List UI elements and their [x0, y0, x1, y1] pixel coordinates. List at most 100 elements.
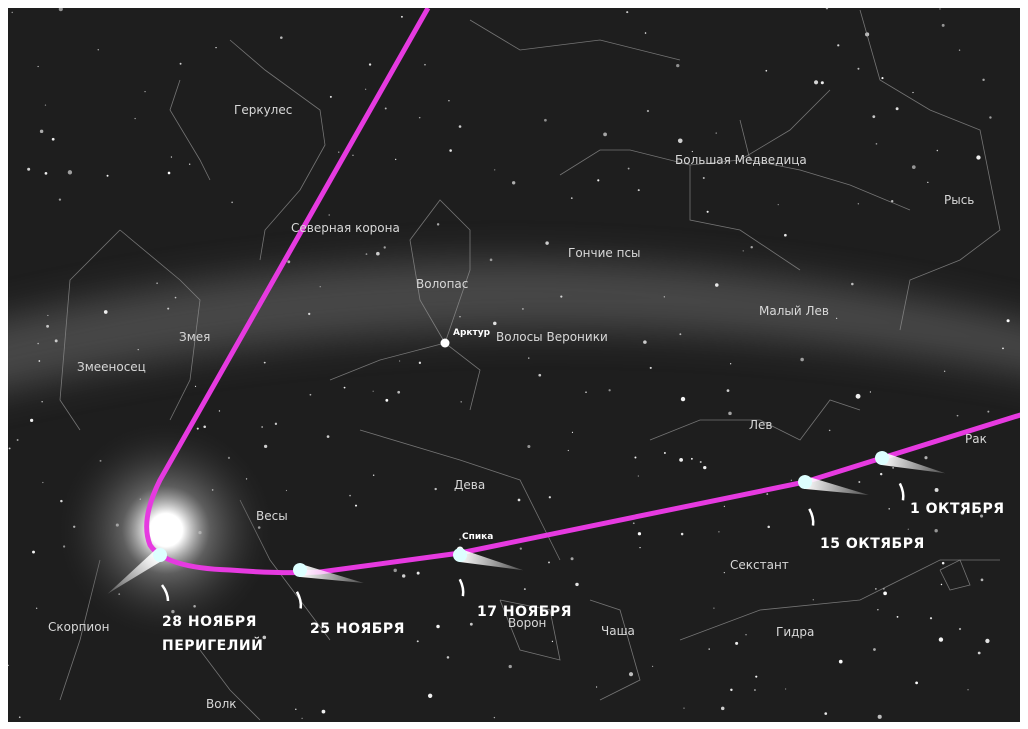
- star: [778, 204, 779, 205]
- star: [939, 637, 943, 641]
- star: [168, 172, 171, 175]
- star: [320, 286, 321, 287]
- star: [275, 423, 277, 425]
- star: [524, 588, 526, 590]
- constellation-label: Волосы Вероники: [496, 330, 608, 344]
- star: [436, 625, 439, 628]
- star: [836, 318, 837, 319]
- star: [527, 445, 530, 448]
- star: [989, 116, 991, 118]
- star: [548, 562, 550, 564]
- constellation-label: Чаша: [601, 624, 635, 638]
- star: [678, 138, 683, 143]
- star: [38, 360, 40, 362]
- star: [68, 170, 72, 174]
- star: [490, 259, 493, 262]
- star: [38, 66, 39, 67]
- constellation-label: Лев: [749, 418, 772, 432]
- star: [821, 81, 824, 84]
- star: [924, 456, 927, 459]
- star: [41, 401, 42, 402]
- star: [1002, 347, 1004, 349]
- star: [664, 452, 666, 454]
- star: [338, 152, 339, 153]
- star: [628, 168, 630, 170]
- star: [402, 574, 405, 577]
- star: [373, 391, 374, 392]
- star: [470, 623, 473, 626]
- star: [785, 688, 786, 689]
- star: [560, 296, 562, 298]
- star: [645, 32, 647, 34]
- star: [419, 117, 421, 119]
- star: [679, 333, 681, 335]
- star: [366, 253, 368, 255]
- star-label: Арктур: [453, 328, 491, 338]
- star: [385, 107, 387, 109]
- star: [858, 481, 860, 483]
- star: [37, 343, 39, 345]
- constellation-label: Змея: [179, 330, 210, 344]
- star: [219, 410, 220, 411]
- star: [352, 155, 353, 156]
- star: [494, 717, 495, 718]
- star: [45, 172, 48, 175]
- star: [981, 579, 984, 582]
- star: [545, 241, 548, 244]
- star: [967, 689, 968, 690]
- constellation-label: Гончие псы: [568, 246, 641, 260]
- star: [638, 532, 641, 535]
- perihelion-label: ПЕРИГЕЛИЙ: [162, 637, 263, 654]
- star: [603, 133, 607, 137]
- star: [639, 547, 640, 548]
- star: [745, 634, 746, 635]
- star: [857, 68, 859, 70]
- star: [512, 181, 515, 184]
- star: [460, 401, 461, 402]
- star: [189, 164, 190, 165]
- star: [937, 150, 939, 152]
- constellation-label: Большая Медведица: [675, 153, 807, 167]
- constellation-label: Дева: [454, 478, 485, 492]
- star: [231, 202, 233, 204]
- star: [915, 682, 918, 685]
- star: [876, 143, 878, 145]
- star: [167, 308, 169, 310]
- star: [784, 234, 787, 237]
- star: [568, 450, 569, 451]
- star: [724, 572, 725, 573]
- star: [626, 11, 628, 13]
- star: [713, 608, 714, 609]
- star: [596, 686, 597, 687]
- star: [707, 211, 709, 213]
- star: [104, 310, 108, 314]
- star: [46, 325, 49, 328]
- star: [349, 495, 351, 497]
- sky-map: Геркулес Большая Медведица Рысь Северная…: [0, 0, 1028, 729]
- star: [585, 392, 586, 393]
- star: [419, 362, 421, 364]
- star: [664, 296, 665, 297]
- star: [47, 315, 48, 316]
- star: [575, 583, 578, 586]
- constellation-label: Волк: [206, 697, 237, 711]
- star: [629, 672, 633, 676]
- star: [691, 458, 693, 460]
- star: [724, 506, 725, 507]
- star: [134, 118, 135, 119]
- star: [295, 709, 296, 710]
- star: [681, 397, 685, 401]
- constellation-label: Геркулес: [234, 103, 292, 117]
- star: [703, 177, 705, 179]
- star: [767, 526, 770, 529]
- star: [597, 179, 599, 181]
- star: [385, 399, 388, 402]
- star: [286, 490, 287, 491]
- star: [355, 505, 357, 507]
- star: [264, 445, 267, 448]
- star: [329, 214, 330, 215]
- star: [171, 156, 172, 157]
- constellation-label: Малый Лев: [759, 304, 829, 318]
- constellation-label: Скорпион: [48, 620, 109, 634]
- star: [912, 165, 916, 169]
